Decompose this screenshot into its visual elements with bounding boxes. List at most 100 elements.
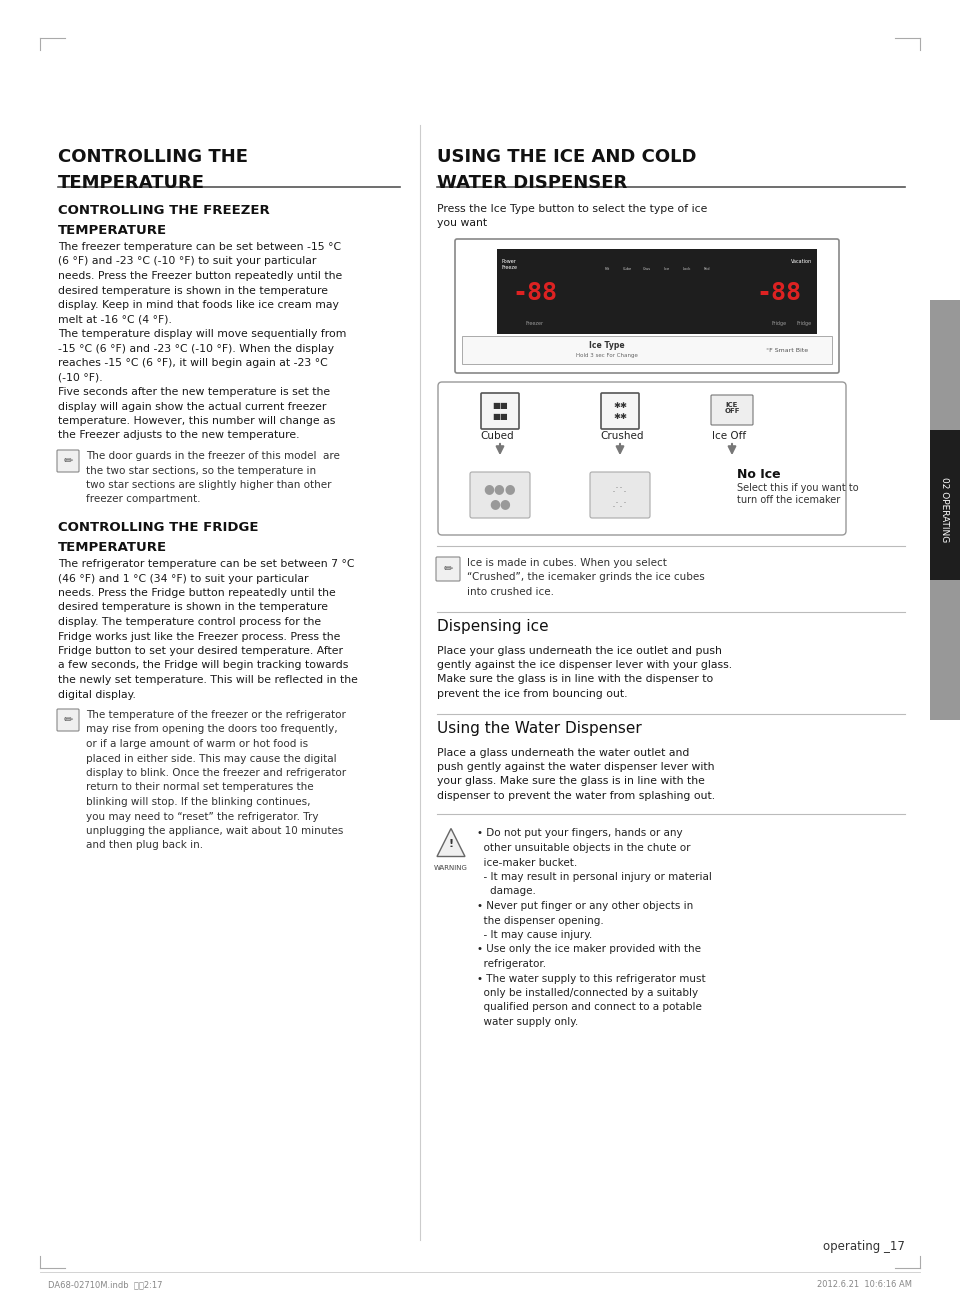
Text: Dispensing ice: Dispensing ice <box>437 619 548 635</box>
Text: you want: you want <box>437 218 487 229</box>
Text: The door guards in the freezer of this model  are: The door guards in the freezer of this m… <box>86 451 340 461</box>
Text: WATER DISPENSER: WATER DISPENSER <box>437 174 627 192</box>
Text: Place your glass underneath the ice outlet and push: Place your glass underneath the ice outl… <box>437 645 722 656</box>
Text: TEMPERATURE: TEMPERATURE <box>58 225 167 236</box>
Text: The temperature of the freezer or the refrigerator: The temperature of the freezer or the re… <box>86 710 346 720</box>
Text: may rise from opening the doors too frequently,: may rise from opening the doors too freq… <box>86 725 338 734</box>
Text: ✱✱
✱✱: ✱✱ ✱✱ <box>613 401 627 421</box>
Text: • Never put finger or any other objects in: • Never put finger or any other objects … <box>477 901 693 912</box>
Text: Freezer: Freezer <box>526 321 544 326</box>
Text: Place a glass underneath the water outlet and: Place a glass underneath the water outle… <box>437 747 689 757</box>
Text: DA68-02710M.indb  섹션2:17: DA68-02710M.indb 섹션2:17 <box>48 1280 162 1289</box>
Polygon shape <box>437 828 465 857</box>
FancyBboxPatch shape <box>481 393 519 428</box>
Text: return to their normal set temperatures the: return to their normal set temperatures … <box>86 782 314 793</box>
Text: The refrigerator temperature can be set between 7 °C: The refrigerator temperature can be set … <box>58 559 354 569</box>
Text: TEMPERATURE: TEMPERATURE <box>58 541 167 554</box>
Text: Lock: Lock <box>683 266 691 272</box>
Text: - It may cause injury.: - It may cause injury. <box>477 930 592 940</box>
Text: dispenser to prevent the water from splashing out.: dispenser to prevent the water from spla… <box>437 791 715 801</box>
Text: The temperature display will move sequentially from: The temperature display will move sequen… <box>58 329 347 340</box>
Text: Fridge: Fridge <box>797 321 812 326</box>
Text: Cube: Cube <box>622 266 632 272</box>
Text: two star sections are slightly higher than other: two star sections are slightly higher th… <box>86 481 331 490</box>
Text: blinking will stop. If the blinking continues,: blinking will stop. If the blinking cont… <box>86 797 310 807</box>
Text: Select this if you want to: Select this if you want to <box>737 483 858 492</box>
Text: digital display.: digital display. <box>58 690 136 700</box>
Text: WARNING: WARNING <box>434 865 468 871</box>
Text: qualified person and connect to a potable: qualified person and connect to a potabl… <box>477 1003 702 1012</box>
Text: desired temperature is shown in the temperature: desired temperature is shown in the temp… <box>58 286 328 295</box>
Text: unplugging the appliance, wait about 10 minutes: unplugging the appliance, wait about 10 … <box>86 825 344 836</box>
Text: ■■
■■: ■■ ■■ <box>492 401 508 421</box>
Text: the two star sections, so the temperature in: the two star sections, so the temperatur… <box>86 465 316 475</box>
Text: and then plug back in.: and then plug back in. <box>86 841 204 850</box>
Text: 2012.6.21  10:6:16 AM: 2012.6.21 10:6:16 AM <box>817 1280 912 1289</box>
Text: No Ice: No Ice <box>737 468 780 481</box>
Text: -88: -88 <box>513 282 558 306</box>
Bar <box>497 249 817 334</box>
FancyBboxPatch shape <box>601 393 639 428</box>
Text: Ice Type: Ice Type <box>589 341 625 350</box>
Text: Ice: Ice <box>664 266 670 272</box>
Text: 02 OPERATING: 02 OPERATING <box>941 478 949 542</box>
Text: -88: -88 <box>756 282 802 306</box>
Text: CONTROLLING THE: CONTROLLING THE <box>58 148 248 166</box>
Text: (46 °F) and 1 °C (34 °F) to suit your particular: (46 °F) and 1 °C (34 °F) to suit your pa… <box>58 573 308 584</box>
FancyBboxPatch shape <box>711 394 753 424</box>
Bar <box>930 580 960 720</box>
Text: Fridge works just like the Freezer process. Press the: Fridge works just like the Freezer proce… <box>58 632 341 641</box>
Text: Crus: Crus <box>643 266 651 272</box>
Text: ICE
OFF: ICE OFF <box>724 402 740 414</box>
Text: you may need to “reset” the refrigerator. Try: you may need to “reset” the refrigerator… <box>86 811 319 821</box>
Text: display. Keep in mind that foods like ice cream may: display. Keep in mind that foods like ic… <box>58 300 339 310</box>
Text: Cubed: Cubed <box>480 431 514 441</box>
Text: into crushed ice.: into crushed ice. <box>467 586 554 597</box>
Text: The freezer temperature can be set between -15 °C: The freezer temperature can be set betwe… <box>58 242 341 252</box>
Text: ✏: ✏ <box>63 456 73 466</box>
Text: needs. Press the Fridge button repeatedly until the: needs. Press the Fridge button repeatedl… <box>58 588 336 598</box>
Text: only be installed/connected by a suitably: only be installed/connected by a suitabl… <box>477 989 698 998</box>
Text: Five seconds after the new temperature is set the: Five seconds after the new temperature i… <box>58 387 330 397</box>
Text: !: ! <box>448 838 453 849</box>
Text: prevent the ice from bouncing out.: prevent the ice from bouncing out. <box>437 690 628 699</box>
Text: Frid: Frid <box>704 266 710 272</box>
Text: temperature. However, this number will change as: temperature. However, this number will c… <box>58 417 335 426</box>
Text: .··.
.·.·: .··. .·.· <box>612 482 628 511</box>
Text: needs. Press the Freezer button repeatedly until the: needs. Press the Freezer button repeated… <box>58 272 343 281</box>
Text: refrigerator.: refrigerator. <box>477 959 546 969</box>
Text: Power
Freeze: Power Freeze <box>502 259 518 270</box>
Text: placed in either side. This may cause the digital: placed in either side. This may cause th… <box>86 754 337 764</box>
Text: Fridge button to set your desired temperature. After: Fridge button to set your desired temper… <box>58 646 343 656</box>
Text: • Use only the ice maker provided with the: • Use only the ice maker provided with t… <box>477 944 701 955</box>
Text: • Do not put your fingers, hands or any: • Do not put your fingers, hands or any <box>477 828 683 838</box>
Text: the newly set temperature. This will be reflected in the: the newly set temperature. This will be … <box>58 675 358 686</box>
Text: ice-maker bucket.: ice-maker bucket. <box>477 858 577 867</box>
Text: CONTROLLING THE FREEZER: CONTROLLING THE FREEZER <box>58 204 270 217</box>
Text: freezer compartment.: freezer compartment. <box>86 495 201 504</box>
FancyBboxPatch shape <box>455 239 839 374</box>
FancyBboxPatch shape <box>57 709 79 731</box>
FancyBboxPatch shape <box>590 471 650 518</box>
Text: water supply only.: water supply only. <box>477 1017 578 1027</box>
Text: Ice is made in cubes. When you select: Ice is made in cubes. When you select <box>467 558 667 568</box>
Text: TEMPERATURE: TEMPERATURE <box>58 174 205 192</box>
Text: “Crushed”, the icemaker grinds the ice cubes: “Crushed”, the icemaker grinds the ice c… <box>467 572 705 582</box>
Text: your glass. Make sure the glass is in line with the: your glass. Make sure the glass is in li… <box>437 777 705 786</box>
Text: display. The temperature control process for the: display. The temperature control process… <box>58 616 322 627</box>
Text: (6 °F) and -23 °C (-10 °F) to suit your particular: (6 °F) and -23 °C (-10 °F) to suit your … <box>58 256 317 266</box>
FancyBboxPatch shape <box>57 451 79 471</box>
Text: CONTROLLING THE FRIDGE: CONTROLLING THE FRIDGE <box>58 521 258 534</box>
Text: Press the Ice Type button to select the type of ice: Press the Ice Type button to select the … <box>437 204 708 214</box>
Bar <box>462 336 832 364</box>
Text: Ice Off: Ice Off <box>712 431 746 441</box>
Text: Vacation: Vacation <box>791 259 812 264</box>
FancyBboxPatch shape <box>470 471 530 518</box>
Text: melt at -16 °C (4 °F).: melt at -16 °C (4 °F). <box>58 315 172 324</box>
Text: Hold 3 sec For Change: Hold 3 sec For Change <box>576 354 638 359</box>
Text: the dispenser opening.: the dispenser opening. <box>477 916 604 926</box>
Text: Fridge: Fridge <box>772 321 786 326</box>
Text: ●●●
●●: ●●● ●● <box>484 482 516 511</box>
FancyBboxPatch shape <box>436 556 460 581</box>
Text: Using the Water Dispenser: Using the Water Dispenser <box>437 721 641 737</box>
